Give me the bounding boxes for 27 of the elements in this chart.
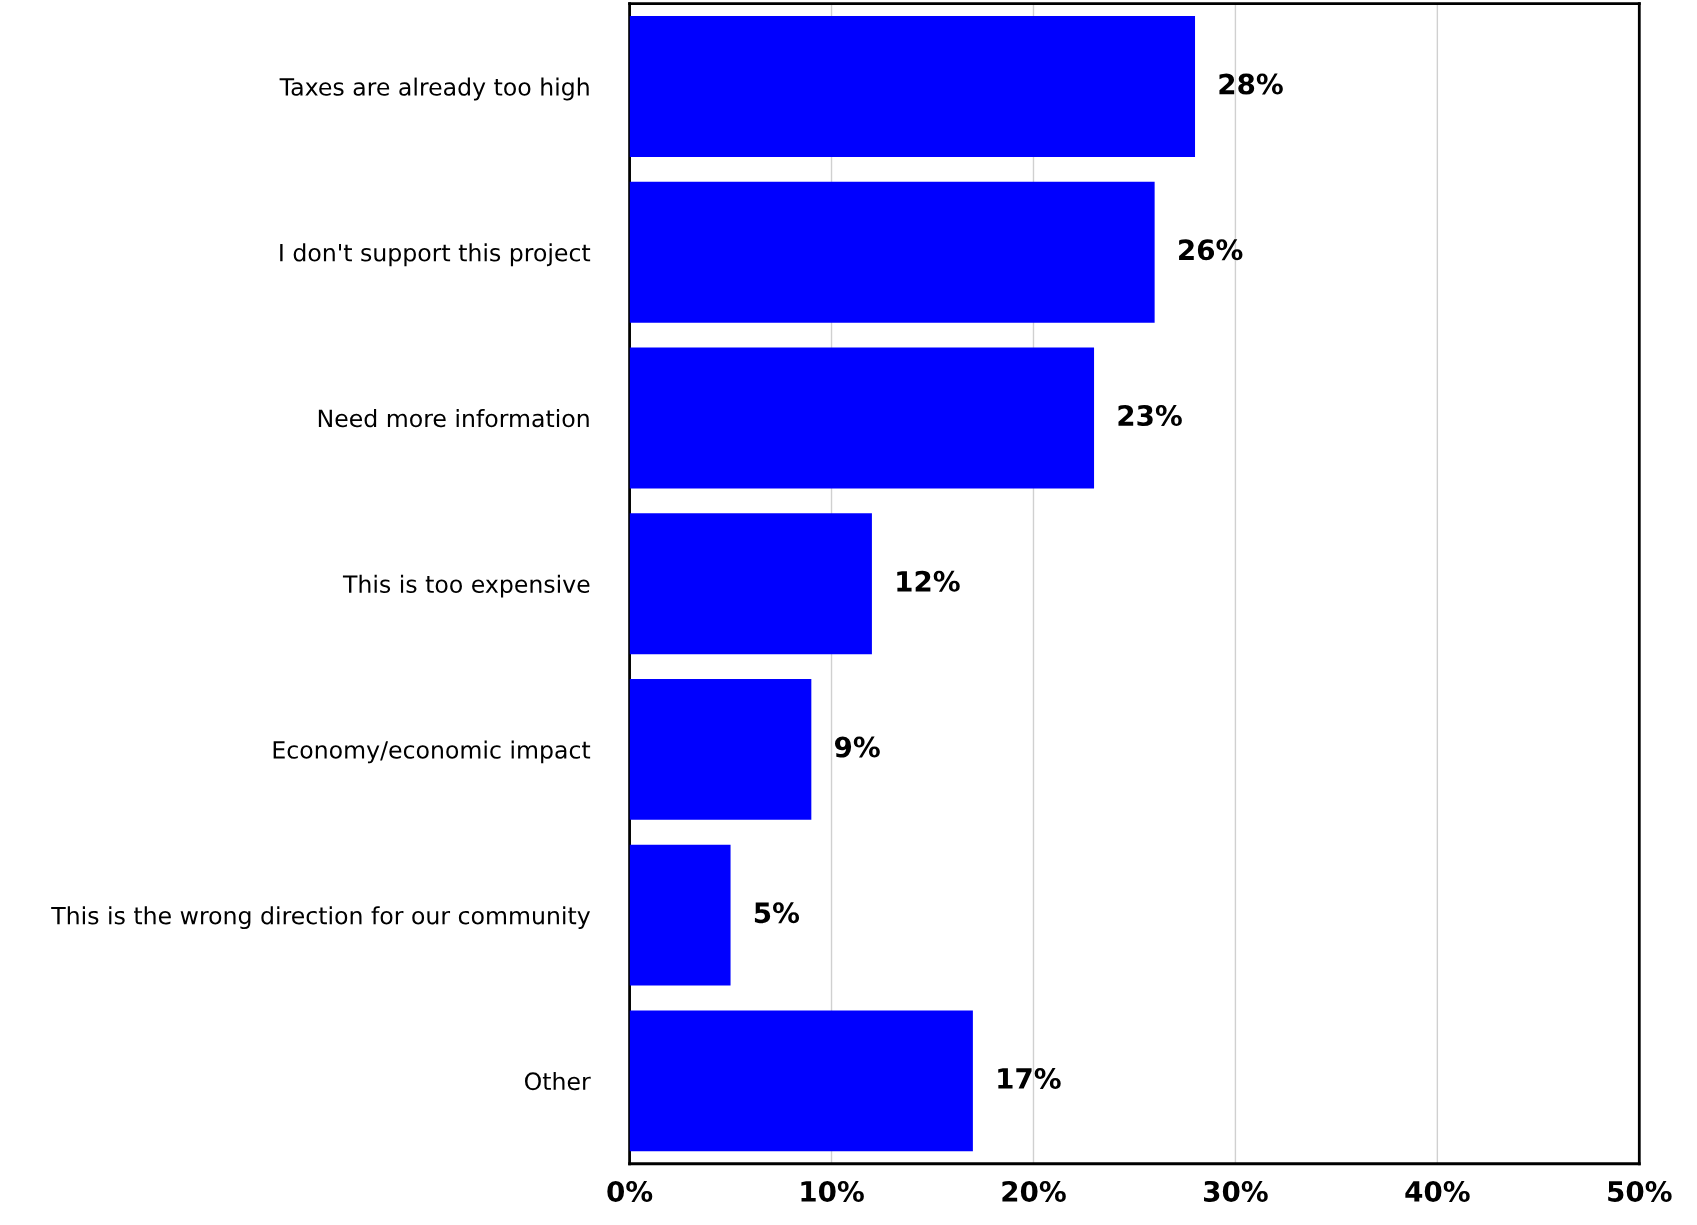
y-tick-label: Need more information: [318, 409, 589, 428]
y-tick-label: Other: [524, 1071, 591, 1091]
y-tick-label: This is the wrong direction for our community: [51, 906, 591, 930]
data-label: 26%: [1179, 239, 1243, 261]
bar: [629, 513, 872, 655]
bar: [629, 181, 1155, 323]
y-tick-label: Taxes are already too high: [279, 77, 589, 101]
data-label: 28%: [1219, 73, 1283, 95]
x-tick-label: 30%: [1204, 1180, 1268, 1202]
data-label: 23%: [1118, 405, 1182, 427]
data-label: 9%: [834, 736, 880, 758]
y-tick-label: Economy/economic impact: [273, 740, 591, 764]
x-tick-label: 50%: [1608, 1180, 1672, 1202]
x-tick-label: 20%: [1002, 1180, 1066, 1202]
bar: [629, 1010, 973, 1152]
data-label: 12%: [897, 570, 960, 592]
bar: [629, 16, 1196, 157]
y-tick-label: This is too expensive: [342, 574, 590, 598]
bar: [629, 347, 1095, 489]
y-tick-label: I don't support this project: [280, 243, 591, 267]
x-tick-label: 40%: [1405, 1180, 1470, 1202]
data-label: 17%: [998, 1067, 1061, 1089]
data-label: 5%: [754, 902, 800, 924]
x-tick-label: 10%: [801, 1180, 864, 1202]
x-tick-label: 0%: [607, 1180, 653, 1202]
bar: [629, 679, 812, 820]
bar: [629, 844, 731, 986]
